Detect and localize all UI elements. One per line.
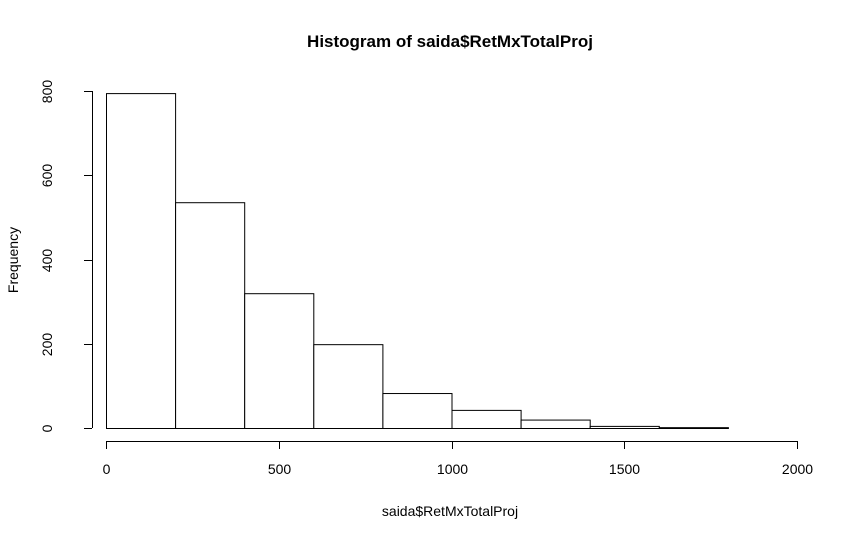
histogram-bar (589, 425, 660, 429)
histogram-bar (451, 409, 522, 430)
bars-group (106, 93, 729, 430)
y-tick-label: 600 (39, 164, 55, 188)
x-tick-label: 1000 (437, 461, 468, 477)
x-tick-label: 500 (268, 461, 292, 477)
x-axis: 0 500 1000 1500 2000 (103, 441, 813, 477)
histogram-bar (244, 293, 315, 430)
histogram-bar (106, 93, 177, 429)
y-tick-label: 200 (39, 333, 55, 357)
histogram-bar (520, 419, 591, 430)
y-tick-label: 0 (39, 424, 55, 432)
x-tick-label: 0 (103, 461, 111, 477)
chart-title: Histogram of saida$RetMxTotalProj (307, 32, 593, 51)
histogram-bar (658, 427, 729, 430)
y-tick-label: 800 (39, 80, 55, 104)
histogram-bar (175, 202, 246, 429)
y-axis: 0 200 400 600 800 (39, 80, 93, 432)
y-tick-label: 400 (39, 249, 55, 273)
y-axis-label: Frequency (5, 227, 21, 293)
x-axis-label: saida$RetMxTotalProj (382, 503, 518, 519)
histogram-bar (313, 344, 384, 430)
x-tick-label: 1500 (609, 461, 640, 477)
histogram-bar (382, 393, 453, 430)
x-tick-label: 2000 (782, 461, 813, 477)
